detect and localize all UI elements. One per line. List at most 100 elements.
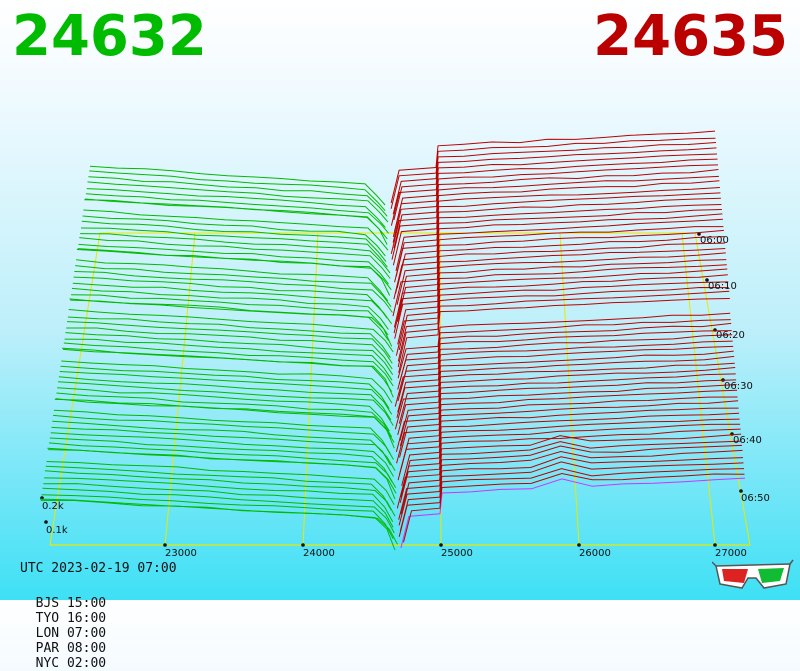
bid-depth-line <box>88 176 388 217</box>
ask-depth-line <box>399 379 737 447</box>
ask-depth-line <box>400 444 743 515</box>
bid-depth-line <box>85 198 388 240</box>
ask-depth-line <box>394 340 733 407</box>
ask-depth-line <box>400 477 746 549</box>
utc-timestamp: UTC 2023-02-19 07:00 <box>20 561 177 576</box>
bid-depth-line <box>44 477 394 522</box>
ask-depth-line <box>396 229 724 305</box>
bid-depth-line <box>89 170 386 212</box>
bid-depth-line <box>89 165 386 206</box>
time-tick-0640: 06:40 <box>733 435 762 446</box>
ask-depth-line <box>393 175 719 249</box>
bid-depth-line <box>72 282 393 325</box>
timezone-row: BJS 15:00 TYO 16:00 LON 07:00 PAR 08:00 … <box>20 581 132 671</box>
bid-depth-line <box>42 487 395 534</box>
ask-depth-line <box>398 456 744 526</box>
ask-depth-line <box>397 236 725 311</box>
bid-depth-line <box>43 483 394 528</box>
ask-depth-line <box>397 286 729 362</box>
bid-depth-line <box>81 220 387 262</box>
ask-depth-line <box>398 298 730 373</box>
ask-depth-line <box>395 281 729 356</box>
ask-depth-line <box>398 468 745 537</box>
ask-depth-line <box>397 268 728 345</box>
bid-depth-line <box>79 237 391 279</box>
bid-depth-line <box>41 494 394 539</box>
bid-depth-line <box>68 309 394 353</box>
bid-depth-line <box>62 348 393 392</box>
ask-depth-line <box>396 440 742 509</box>
bid-depth-line <box>48 449 397 494</box>
bid-depth-line <box>69 298 393 347</box>
ask-depth-line <box>395 204 722 277</box>
bid-depth-line <box>82 215 386 257</box>
ask-depth-line <box>396 396 738 464</box>
ask-depth-line <box>394 264 727 339</box>
ask-depth-line <box>393 226 724 300</box>
bid-depth-line <box>73 276 388 319</box>
ask-depth-line <box>398 274 728 351</box>
ask-depth-line <box>397 322 732 390</box>
bid-depth-line <box>71 287 389 330</box>
grid-line-4 <box>681 232 716 546</box>
bid-depth-line <box>85 193 389 234</box>
bid-depth-line <box>52 420 392 466</box>
ask-depth-line <box>398 330 732 396</box>
bid-depth-line <box>56 392 393 438</box>
bid-depth-line <box>55 398 395 443</box>
chart-ticks: 23000 24000 25000 26000 27000 06:00 06:1… <box>42 235 770 559</box>
x-tick-dot-2 <box>439 543 443 547</box>
ask-price: 24635 <box>593 4 788 69</box>
bid-depth-line <box>61 360 393 404</box>
bid-depth-line <box>87 181 389 223</box>
ask-depth-line <box>397 345 734 413</box>
zone-lon: LON 07:00 <box>35 626 107 641</box>
bid-depth-line <box>58 376 392 421</box>
x-tick-dot-3 <box>577 543 581 547</box>
ask-depth-line <box>397 248 726 322</box>
ask-depth-line <box>398 355 735 424</box>
bid-depth-line <box>86 188 386 228</box>
x-tick-27000: 27000 <box>715 548 747 559</box>
zone-par: PAR 08:00 <box>35 641 107 656</box>
ask-depth-line <box>400 428 741 498</box>
ask-depth-line <box>400 400 739 469</box>
ask-depth-line <box>401 418 740 486</box>
bid-depth-line <box>59 371 393 415</box>
ask-depth-line <box>392 192 721 266</box>
tick-dot-7 <box>44 520 48 524</box>
tick-dot-5 <box>739 489 743 493</box>
ask-depth-line <box>403 472 745 543</box>
ask-depth-line <box>393 252 726 328</box>
ask-depth-line <box>397 312 731 379</box>
bid-depth-line <box>66 321 393 364</box>
ask-depth-line <box>390 130 716 204</box>
bid-depth-line <box>49 437 393 483</box>
right-depth-line <box>694 232 751 546</box>
time-tick-0630: 06:30 <box>724 381 753 392</box>
x-tick-25000: 25000 <box>441 548 473 559</box>
ask-depth-line <box>395 384 737 453</box>
bid-depth-line <box>64 338 393 381</box>
time-tick-0620: 06:20 <box>716 330 745 341</box>
x-tick-dot-1 <box>301 543 305 547</box>
zone-bjs: BJS 15:00 <box>35 596 107 611</box>
bid-depth-line <box>57 381 394 426</box>
ask-depth-line <box>394 158 718 232</box>
ask-depth-line <box>393 147 717 221</box>
ask-depth-line <box>392 242 725 317</box>
bid-depth-line <box>53 414 394 460</box>
3d-glasses-icon[interactable] <box>712 558 794 592</box>
bid-depth-series <box>39 165 398 551</box>
depth-tick-01k: 0.1k <box>46 525 68 536</box>
x-tick-26000: 26000 <box>579 548 611 559</box>
x-tick-dot-0 <box>163 543 167 547</box>
grid-line-1 <box>302 232 319 546</box>
ask-depth-line <box>397 290 730 368</box>
ask-depth-line <box>397 334 733 402</box>
grid-line-0 <box>164 232 196 546</box>
zone-tyo: TYO 16:00 <box>35 611 107 626</box>
time-tick-0610: 06:10 <box>708 281 737 292</box>
bid-depth-line <box>84 199 388 245</box>
ask-depth-line <box>398 449 743 520</box>
